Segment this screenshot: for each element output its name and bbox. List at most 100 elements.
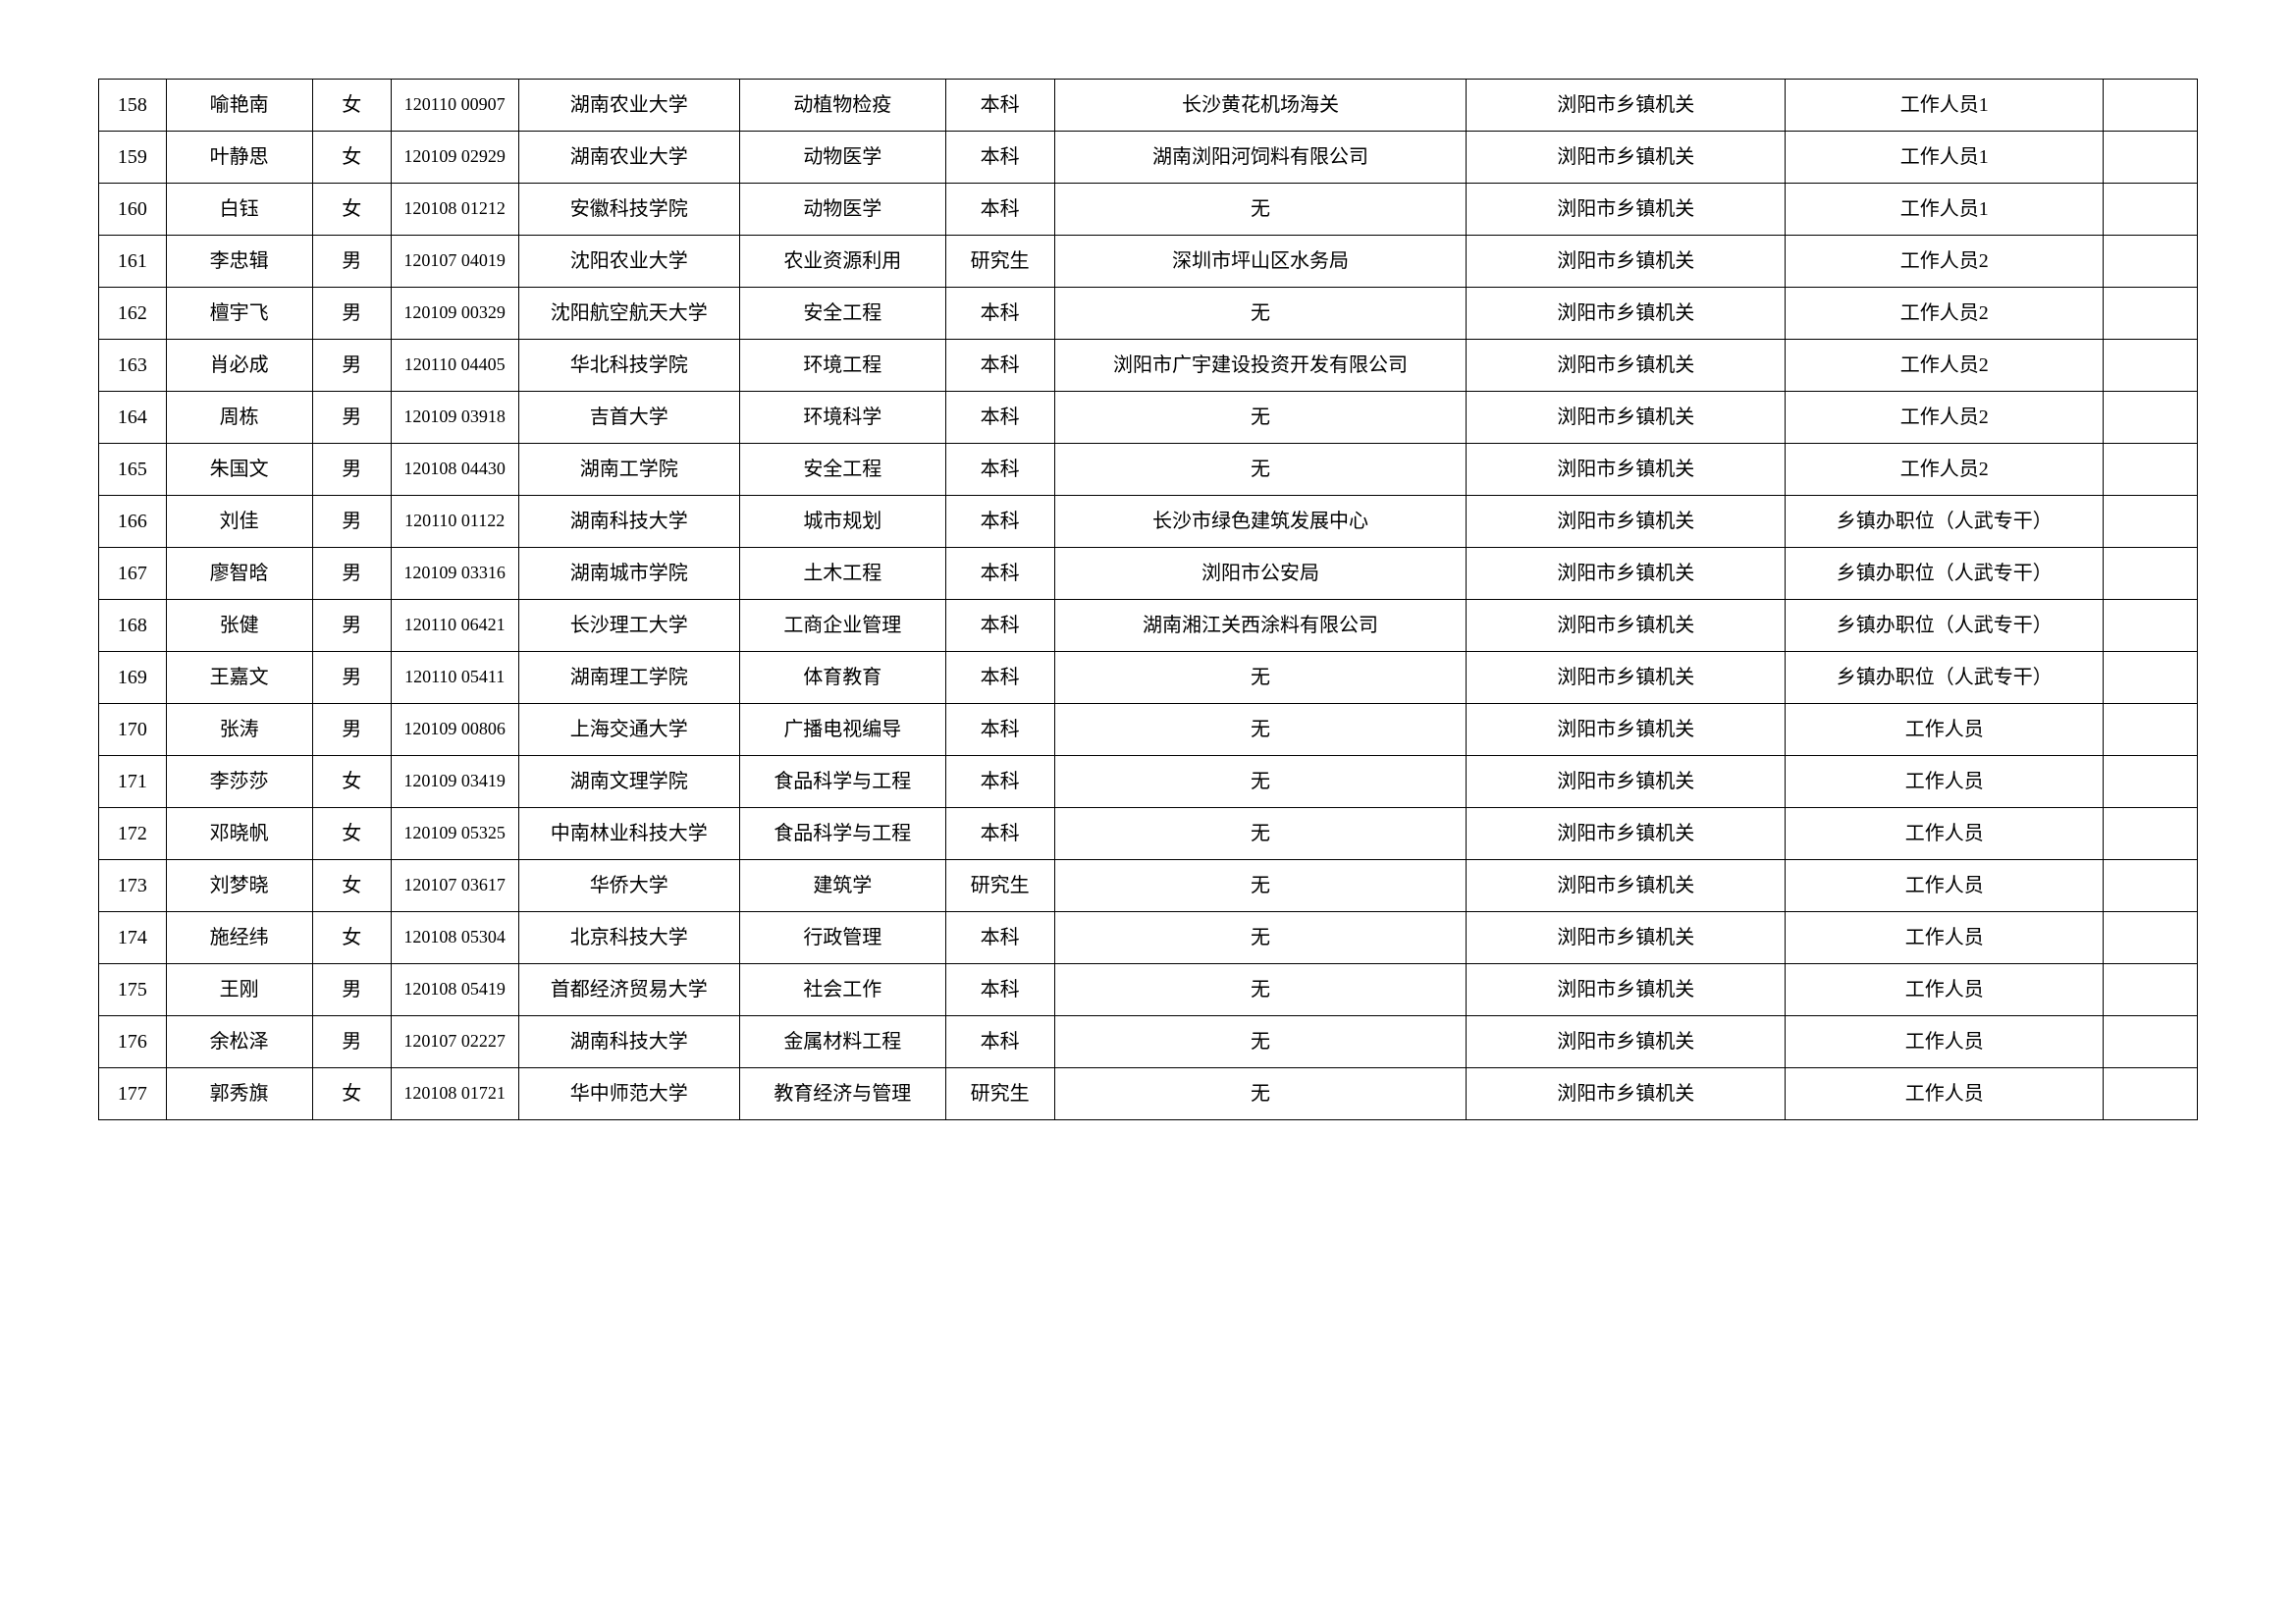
cell-name: 余松泽: [166, 1016, 312, 1068]
cell-school: 长沙理工大学: [518, 600, 739, 652]
cell-employer: 无: [1054, 1016, 1467, 1068]
cell-id: 120110 00907: [391, 80, 518, 132]
cell-degree: 本科: [945, 496, 1054, 548]
cell-gender: 男: [312, 548, 391, 600]
cell-note: [2104, 600, 2198, 652]
cell-unit: 浏阳市乡镇机关: [1467, 860, 1786, 912]
cell-name: 邓晓帆: [166, 808, 312, 860]
cell-idx: 158: [99, 80, 167, 132]
cell-employer: 浏阳市公安局: [1054, 548, 1467, 600]
cell-degree: 本科: [945, 548, 1054, 600]
cell-idx: 167: [99, 548, 167, 600]
cell-gender: 女: [312, 756, 391, 808]
cell-employer: 无: [1054, 808, 1467, 860]
cell-major: 体育教育: [739, 652, 945, 704]
cell-degree: 本科: [945, 392, 1054, 444]
table-row: 168张健男120110 06421长沙理工大学工商企业管理本科湖南湘江关西涂料…: [99, 600, 2198, 652]
cell-id: 120109 02929: [391, 132, 518, 184]
cell-idx: 162: [99, 288, 167, 340]
cell-degree: 本科: [945, 808, 1054, 860]
cell-id: 120109 03419: [391, 756, 518, 808]
cell-major: 安全工程: [739, 444, 945, 496]
cell-major: 行政管理: [739, 912, 945, 964]
cell-id: 120107 04019: [391, 236, 518, 288]
cell-unit: 浏阳市乡镇机关: [1467, 392, 1786, 444]
cell-id: 120109 00329: [391, 288, 518, 340]
cell-idx: 176: [99, 1016, 167, 1068]
cell-major: 金属材料工程: [739, 1016, 945, 1068]
cell-position: 乡镇办职位（人武专干）: [1785, 548, 2104, 600]
cell-id: 120110 06421: [391, 600, 518, 652]
cell-name: 施经纬: [166, 912, 312, 964]
cell-degree: 本科: [945, 756, 1054, 808]
cell-unit: 浏阳市乡镇机关: [1467, 964, 1786, 1016]
cell-unit: 浏阳市乡镇机关: [1467, 600, 1786, 652]
cell-name: 张涛: [166, 704, 312, 756]
cell-gender: 男: [312, 652, 391, 704]
cell-major: 城市规划: [739, 496, 945, 548]
cell-school: 华中师范大学: [518, 1068, 739, 1120]
cell-id: 120108 04430: [391, 444, 518, 496]
cell-major: 农业资源利用: [739, 236, 945, 288]
cell-position: 工作人员: [1785, 912, 2104, 964]
cell-unit: 浏阳市乡镇机关: [1467, 236, 1786, 288]
cell-major: 教育经济与管理: [739, 1068, 945, 1120]
cell-note: [2104, 80, 2198, 132]
cell-idx: 173: [99, 860, 167, 912]
cell-school: 吉首大学: [518, 392, 739, 444]
cell-unit: 浏阳市乡镇机关: [1467, 132, 1786, 184]
table-row: 162檀宇飞男120109 00329沈阳航空航天大学安全工程本科无浏阳市乡镇机…: [99, 288, 2198, 340]
cell-gender: 男: [312, 392, 391, 444]
cell-id: 120109 00806: [391, 704, 518, 756]
cell-unit: 浏阳市乡镇机关: [1467, 1016, 1786, 1068]
cell-employer: 无: [1054, 652, 1467, 704]
cell-id: 120107 03617: [391, 860, 518, 912]
cell-employer: 无: [1054, 444, 1467, 496]
cell-gender: 女: [312, 80, 391, 132]
cell-note: [2104, 340, 2198, 392]
cell-major: 食品科学与工程: [739, 808, 945, 860]
cell-employer: 无: [1054, 184, 1467, 236]
cell-degree: 本科: [945, 704, 1054, 756]
cell-unit: 浏阳市乡镇机关: [1467, 184, 1786, 236]
cell-idx: 163: [99, 340, 167, 392]
cell-note: [2104, 704, 2198, 756]
table-row: 171李莎莎女120109 03419湖南文理学院食品科学与工程本科无浏阳市乡镇…: [99, 756, 2198, 808]
cell-degree: 本科: [945, 964, 1054, 1016]
cell-idx: 172: [99, 808, 167, 860]
cell-note: [2104, 808, 2198, 860]
cell-gender: 女: [312, 132, 391, 184]
cell-name: 刘佳: [166, 496, 312, 548]
cell-employer: 浏阳市广宇建设投资开发有限公司: [1054, 340, 1467, 392]
cell-idx: 171: [99, 756, 167, 808]
cell-name: 朱国文: [166, 444, 312, 496]
cell-school: 安徽科技学院: [518, 184, 739, 236]
table-row: 173刘梦晓女120107 03617华侨大学建筑学研究生无浏阳市乡镇机关工作人…: [99, 860, 2198, 912]
cell-degree: 本科: [945, 600, 1054, 652]
cell-school: 华北科技学院: [518, 340, 739, 392]
cell-major: 建筑学: [739, 860, 945, 912]
cell-name: 檀宇飞: [166, 288, 312, 340]
cell-school: 湖南文理学院: [518, 756, 739, 808]
cell-id: 120108 01212: [391, 184, 518, 236]
cell-name: 周栋: [166, 392, 312, 444]
cell-note: [2104, 860, 2198, 912]
cell-unit: 浏阳市乡镇机关: [1467, 808, 1786, 860]
cell-id: 120110 05411: [391, 652, 518, 704]
table-row: 165朱国文男120108 04430湖南工学院安全工程本科无浏阳市乡镇机关工作…: [99, 444, 2198, 496]
cell-note: [2104, 496, 2198, 548]
cell-unit: 浏阳市乡镇机关: [1467, 548, 1786, 600]
cell-position: 乡镇办职位（人武专干）: [1785, 652, 2104, 704]
table-row: 166刘佳男120110 01122湖南科技大学城市规划本科长沙市绿色建筑发展中…: [99, 496, 2198, 548]
cell-employer: 无: [1054, 704, 1467, 756]
cell-position: 乡镇办职位（人武专干）: [1785, 600, 2104, 652]
cell-school: 中南林业科技大学: [518, 808, 739, 860]
cell-unit: 浏阳市乡镇机关: [1467, 912, 1786, 964]
cell-name: 肖必成: [166, 340, 312, 392]
cell-name: 李忠辑: [166, 236, 312, 288]
cell-school: 北京科技大学: [518, 912, 739, 964]
table-row: 177郭秀旗女120108 01721华中师范大学教育经济与管理研究生无浏阳市乡…: [99, 1068, 2198, 1120]
cell-name: 张健: [166, 600, 312, 652]
table-body: 158喻艳南女120110 00907湖南农业大学动植物检疫本科长沙黄花机场海关…: [99, 80, 2198, 1120]
cell-degree: 研究生: [945, 860, 1054, 912]
